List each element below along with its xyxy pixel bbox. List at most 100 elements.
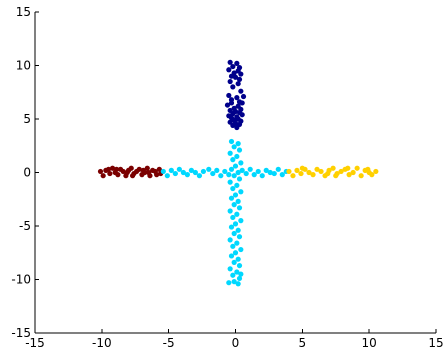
scatter-point [271, 170, 277, 177]
scatter-point [240, 93, 247, 100]
scatter-point [232, 221, 239, 227]
scatter-point [196, 173, 203, 179]
scatter-point [231, 202, 237, 208]
scatter-point [354, 165, 360, 171]
scatter-point [235, 281, 241, 287]
scatter-point [234, 269, 240, 275]
x-tick-label: 0 [232, 336, 240, 350]
scatter-point [286, 168, 292, 175]
scatter-point [232, 74, 239, 80]
scatter-point [333, 173, 339, 179]
scatter-point [239, 112, 245, 118]
scatter-point [214, 167, 220, 173]
scatter-point [365, 166, 371, 172]
scatter-point [251, 172, 257, 178]
scatter-point [234, 60, 240, 66]
scatter-point [238, 88, 244, 94]
scatter-point [345, 165, 351, 171]
scatter-point [154, 172, 160, 178]
scatter-point [235, 141, 241, 147]
scatter-point [140, 167, 146, 173]
scatter-point [115, 172, 121, 178]
scatter-point [318, 168, 324, 175]
x-tick-label: 15 [428, 336, 443, 350]
scatter-point [227, 208, 233, 214]
scatter-point [232, 163, 239, 169]
scatter-point [227, 150, 233, 156]
scatter-point [231, 230, 237, 237]
x-tick-label: 5 [299, 336, 307, 350]
scatter-point [160, 168, 166, 175]
scatter-point [238, 218, 244, 224]
scatter-point [120, 168, 126, 175]
scatter-point [235, 81, 241, 87]
scatter-point [230, 185, 236, 192]
scatter-point [236, 176, 243, 182]
scatter-point [243, 170, 249, 177]
scatter-point [226, 172, 232, 178]
scatter-point [222, 168, 228, 175]
scatter-point [275, 166, 281, 172]
scatter-point [109, 165, 116, 171]
scatter-point [206, 166, 212, 172]
scatter-point [228, 166, 235, 172]
scatter-point [247, 166, 253, 172]
scatter-point [231, 144, 237, 150]
scatter-point [107, 170, 113, 177]
scatter-point [227, 237, 233, 243]
y-tick-label: 10 [16, 59, 31, 73]
scatter-point [230, 157, 236, 163]
scatter-point [234, 95, 240, 101]
scatter-point [369, 172, 375, 178]
scatter-point [230, 243, 236, 249]
scatter-point [144, 165, 150, 171]
y-tick-label: -10 [11, 273, 31, 287]
scatter-point [228, 224, 235, 230]
scatter-point [113, 166, 120, 172]
scatter-point [230, 84, 236, 90]
scatter-point [358, 173, 364, 179]
scatter-point [373, 168, 379, 175]
x-tick-label: 10 [362, 336, 377, 350]
scatter-point [180, 169, 186, 176]
x-tick-label: -10 [92, 336, 112, 350]
scatter-point [231, 259, 237, 265]
scatter-point [236, 262, 243, 269]
scatter-point [230, 214, 236, 221]
scatter-point [350, 169, 356, 176]
scatter-point [235, 198, 241, 204]
axis-ticks: -15 -10 -5 0 5 10 15 -15 -10 -5 0 5 10 15 [11, 5, 443, 350]
scatter-point [238, 271, 244, 277]
scatter-point [176, 166, 182, 172]
series-3 [286, 165, 379, 179]
scatter-point [231, 279, 237, 285]
scatter-point [234, 124, 240, 131]
scatter-point [238, 246, 244, 253]
scatter-point [146, 169, 152, 176]
scatter-point [188, 167, 194, 173]
scatter-point [234, 240, 240, 246]
scatter-point [232, 192, 239, 198]
scatter-point [234, 182, 240, 188]
scatter-point [232, 250, 239, 256]
scatter-point [210, 170, 216, 177]
scatter-point [306, 169, 312, 176]
scatter-point [200, 168, 207, 175]
scatter-point [227, 78, 233, 85]
scatter-point [228, 100, 235, 106]
y-tick-label: 15 [16, 5, 31, 19]
scatter-point [235, 169, 241, 176]
scatter-point [239, 100, 245, 106]
scatter-point [218, 173, 224, 179]
scatter-point [235, 256, 241, 262]
scatter-point [234, 153, 240, 160]
scatter-point [227, 266, 233, 272]
y-tick-label: -5 [19, 219, 31, 233]
scatter-point [124, 169, 130, 176]
scatter-point [226, 67, 232, 73]
scatter-point [238, 189, 244, 195]
scatter-point [97, 168, 104, 175]
y-tick-label: -15 [11, 326, 31, 340]
scatter-point [224, 102, 231, 108]
y-tick-label: 5 [23, 112, 31, 126]
